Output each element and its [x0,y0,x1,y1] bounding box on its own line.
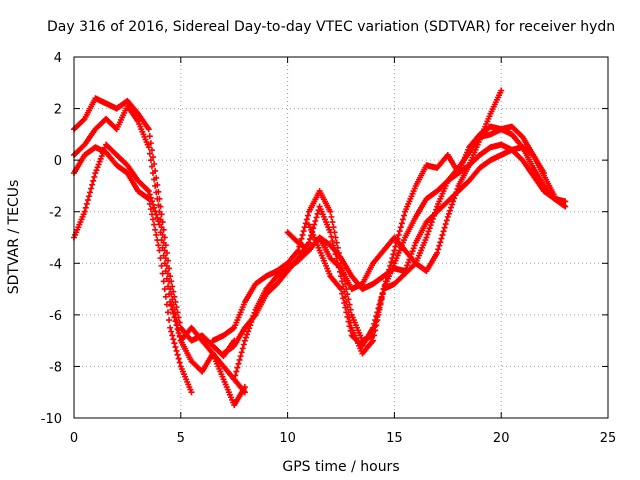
y-tick-label: -4 [49,257,62,272]
series-markers [71,141,248,409]
grid [74,57,608,418]
y-tick-label: -6 [49,309,62,324]
x-tick-label: 5 [177,431,185,446]
plot-frame [73,56,609,419]
series-satellite-track-3 [71,144,195,396]
series-satellite-track-7 [231,144,547,383]
x-tick-label: 15 [386,431,403,446]
series-satellite-track-8 [284,87,505,293]
y-axis: 4 2 0 -2 -4 -6 -8 -10 [41,51,608,427]
series-satellite-track-5 [209,123,569,344]
x-tick-label: 25 [600,431,617,446]
y-tick-label: -8 [49,360,62,375]
y-tick-label: 4 [54,51,62,66]
x-axis-label: GPS time / hours [282,459,399,475]
chart-title: Day 316 of 2016, Sidereal Day-to-day VTE… [47,19,615,35]
data-layer [71,87,569,409]
x-tick-label: 20 [493,431,510,446]
y-axis-label: SDTVAR / TECUs [6,180,22,295]
x-tick-label: 10 [279,431,296,446]
x-tick-label: 0 [70,431,78,446]
series-satellite-track-4 [71,141,248,409]
y-tick-label: 0 [54,154,62,169]
y-tick-label: -2 [49,206,62,221]
series-markers [209,123,569,344]
series-markers [71,144,195,396]
y-tick-label: -10 [41,412,62,427]
x-axis: 0 5 10 15 20 25 [70,57,616,446]
series-satellite-track-9 [305,123,558,349]
y-tick-label: 2 [54,103,62,118]
